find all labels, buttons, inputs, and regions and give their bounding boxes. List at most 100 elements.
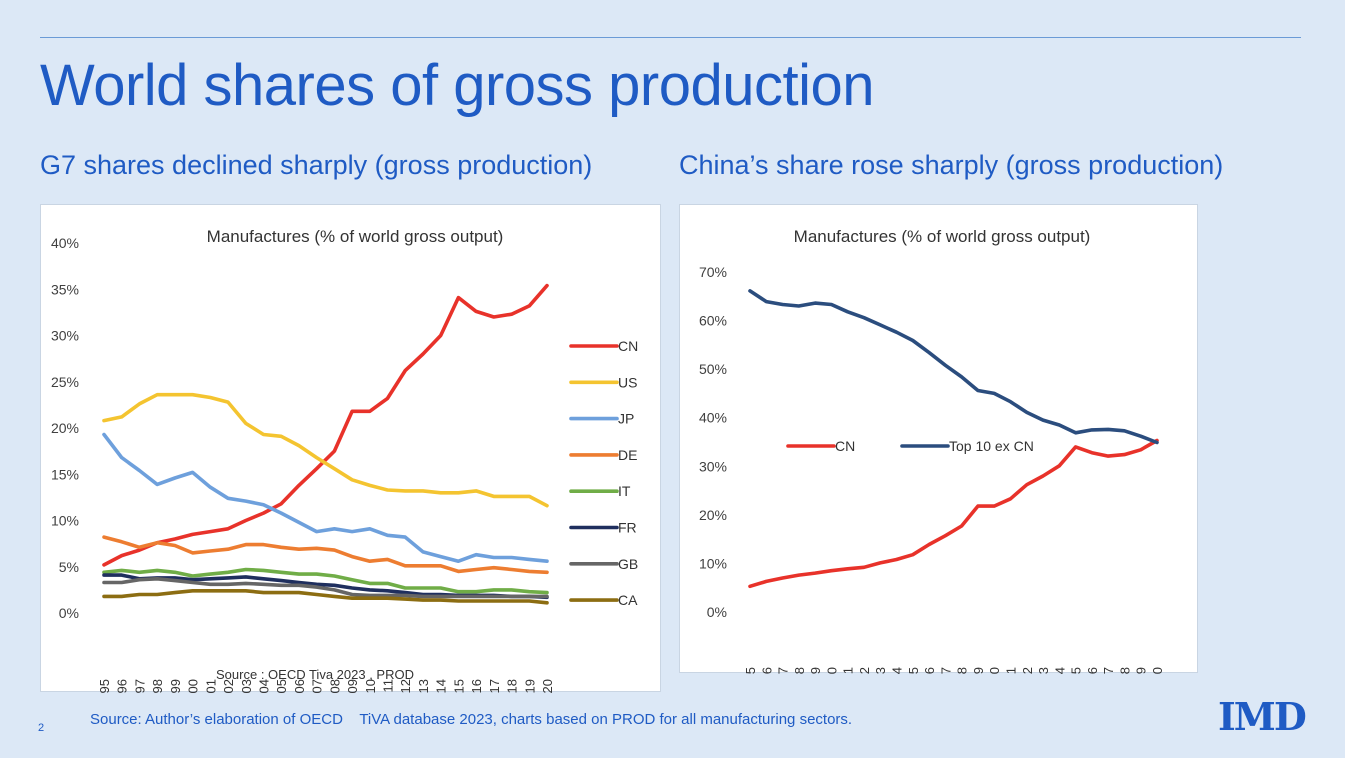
- legend-label: Top 10 ex CN: [949, 438, 1034, 454]
- x-tick-label: 1996: [115, 679, 130, 693]
- x-tick-label: 2008: [327, 679, 342, 693]
- source-note: Source: Author’s elaboration of OECD TiV…: [90, 711, 853, 728]
- x-tick-label: 2014: [1052, 667, 1067, 674]
- y-tick-label: 15%: [51, 466, 79, 482]
- x-tick-label: 2004: [256, 679, 271, 693]
- x-tick-label: 2007: [938, 667, 953, 674]
- x-tick-label: 2016: [469, 679, 484, 693]
- x-tick-label: 2012: [1020, 667, 1035, 674]
- series-line-it: [102, 567, 549, 595]
- x-tick-label: 2008: [955, 667, 970, 674]
- x-tick-label: 2004: [890, 667, 905, 674]
- series-line-cn: [102, 283, 549, 567]
- right-chart-heading: China’s share rose sharply (gross produc…: [679, 150, 1224, 180]
- y-tick-label: 30%: [51, 328, 79, 344]
- legend-label: IT: [618, 483, 631, 499]
- x-tick-label: 2006: [292, 679, 307, 693]
- x-tick-label: 2009: [345, 679, 360, 693]
- x-tick-label: 2005: [274, 679, 289, 693]
- y-tick-label: 10%: [51, 513, 79, 529]
- x-tick-label: 2019: [522, 679, 537, 693]
- x-tick-label: 2018: [505, 679, 520, 693]
- top-rule: [40, 37, 1301, 38]
- x-tick-label: 1999: [168, 679, 183, 693]
- x-tick-label: 2010: [987, 667, 1002, 674]
- chart-title: Manufactures (% of world gross output): [794, 227, 1091, 246]
- y-tick-label: 20%: [699, 507, 727, 523]
- series-line-top-10-ex-cn: [748, 289, 1159, 445]
- series-line-gb: [102, 576, 549, 599]
- x-tick-label: 2009: [971, 667, 986, 674]
- x-tick-label: 2002: [221, 679, 236, 693]
- x-tick-label: 2006: [922, 667, 937, 674]
- y-tick-label: 5%: [59, 559, 79, 575]
- y-tick-label: 40%: [699, 410, 727, 426]
- legend-label: CN: [618, 338, 638, 354]
- x-tick-label: 1995: [97, 679, 112, 693]
- x-tick-label: 2005: [906, 667, 921, 674]
- legend-label: CN: [835, 438, 855, 454]
- legend-label: CA: [618, 592, 638, 608]
- x-tick-label: 2002: [857, 667, 872, 674]
- x-tick-label: 1999: [808, 667, 823, 674]
- x-tick-label: 2013: [416, 679, 431, 693]
- x-tick-label: 1997: [776, 667, 791, 674]
- x-tick-label: 2020: [1150, 667, 1165, 674]
- y-tick-label: 20%: [51, 420, 79, 436]
- x-tick-label: 2014: [434, 679, 449, 693]
- x-tick-label: 2016: [1085, 667, 1100, 674]
- y-tick-label: 0%: [59, 605, 79, 621]
- x-tick-label: 2012: [398, 679, 413, 693]
- x-tick-label: 2018: [1117, 667, 1132, 674]
- x-tick-label: 2007: [310, 679, 325, 693]
- legend-label: US: [618, 374, 637, 390]
- series-line-jp: [102, 432, 549, 564]
- x-tick-label: 2013: [1036, 667, 1051, 674]
- x-tick-label: 2015: [1069, 667, 1084, 674]
- legend-label: JP: [618, 411, 634, 427]
- legend-label: FR: [618, 520, 637, 536]
- chart-source: Source : OECD Tiva 2023 , PROD: [216, 667, 414, 682]
- x-tick-label: 1997: [132, 679, 147, 693]
- legend-label: GB: [618, 556, 638, 572]
- y-tick-label: 25%: [51, 374, 79, 390]
- slide-title: World shares of gross production: [40, 53, 875, 118]
- x-tick-label: 2003: [873, 667, 888, 674]
- y-tick-label: 50%: [699, 361, 727, 377]
- x-tick-label: 2001: [203, 679, 218, 693]
- x-tick-label: 1998: [150, 679, 165, 693]
- x-tick-label: 1996: [759, 667, 774, 674]
- x-tick-label: 2001: [841, 667, 856, 674]
- legend-label: DE: [618, 447, 637, 463]
- chart-title: Manufactures (% of world gross output): [207, 227, 504, 246]
- x-tick-label: 2003: [239, 679, 254, 693]
- x-tick-label: 1998: [792, 667, 807, 674]
- x-tick-label: 2015: [451, 679, 466, 693]
- x-tick-label: 1995: [743, 667, 758, 674]
- x-tick-label: 2011: [1003, 667, 1018, 674]
- x-tick-label: 2017: [1101, 667, 1116, 674]
- left-chart-panel: Manufactures (% of world gross output) 0%…: [40, 204, 661, 693]
- y-tick-label: 30%: [699, 458, 727, 474]
- y-tick-label: 35%: [51, 281, 79, 297]
- y-tick-label: 40%: [51, 235, 79, 251]
- page-number: 2: [38, 722, 45, 734]
- y-tick-label: 70%: [699, 264, 727, 280]
- left-chart-heading: G7 shares declined sharply (gross produc…: [40, 150, 593, 180]
- x-tick-label: 2000: [824, 667, 839, 674]
- x-tick-label: 2010: [363, 679, 378, 693]
- y-tick-label: 0%: [707, 604, 727, 620]
- series-line-de: [102, 535, 549, 575]
- right-chart-panel: Manufactures (% of world gross output) 0%…: [679, 204, 1198, 674]
- y-tick-label: 10%: [699, 555, 727, 571]
- x-tick-label: 2017: [487, 679, 502, 693]
- x-tick-label: 2019: [1134, 667, 1149, 674]
- g7-shares-chart: Manufactures (% of world gross output) 0%…: [51, 227, 638, 693]
- china-share-chart: Manufactures (% of world gross output) 0%…: [699, 227, 1165, 674]
- x-tick-label: 2020: [540, 679, 555, 693]
- series-line-cn: [748, 438, 1159, 589]
- x-tick-label: 2011: [381, 679, 396, 693]
- x-tick-label: 2000: [186, 679, 201, 693]
- y-tick-label: 60%: [699, 313, 727, 329]
- series-line-us: [102, 392, 549, 508]
